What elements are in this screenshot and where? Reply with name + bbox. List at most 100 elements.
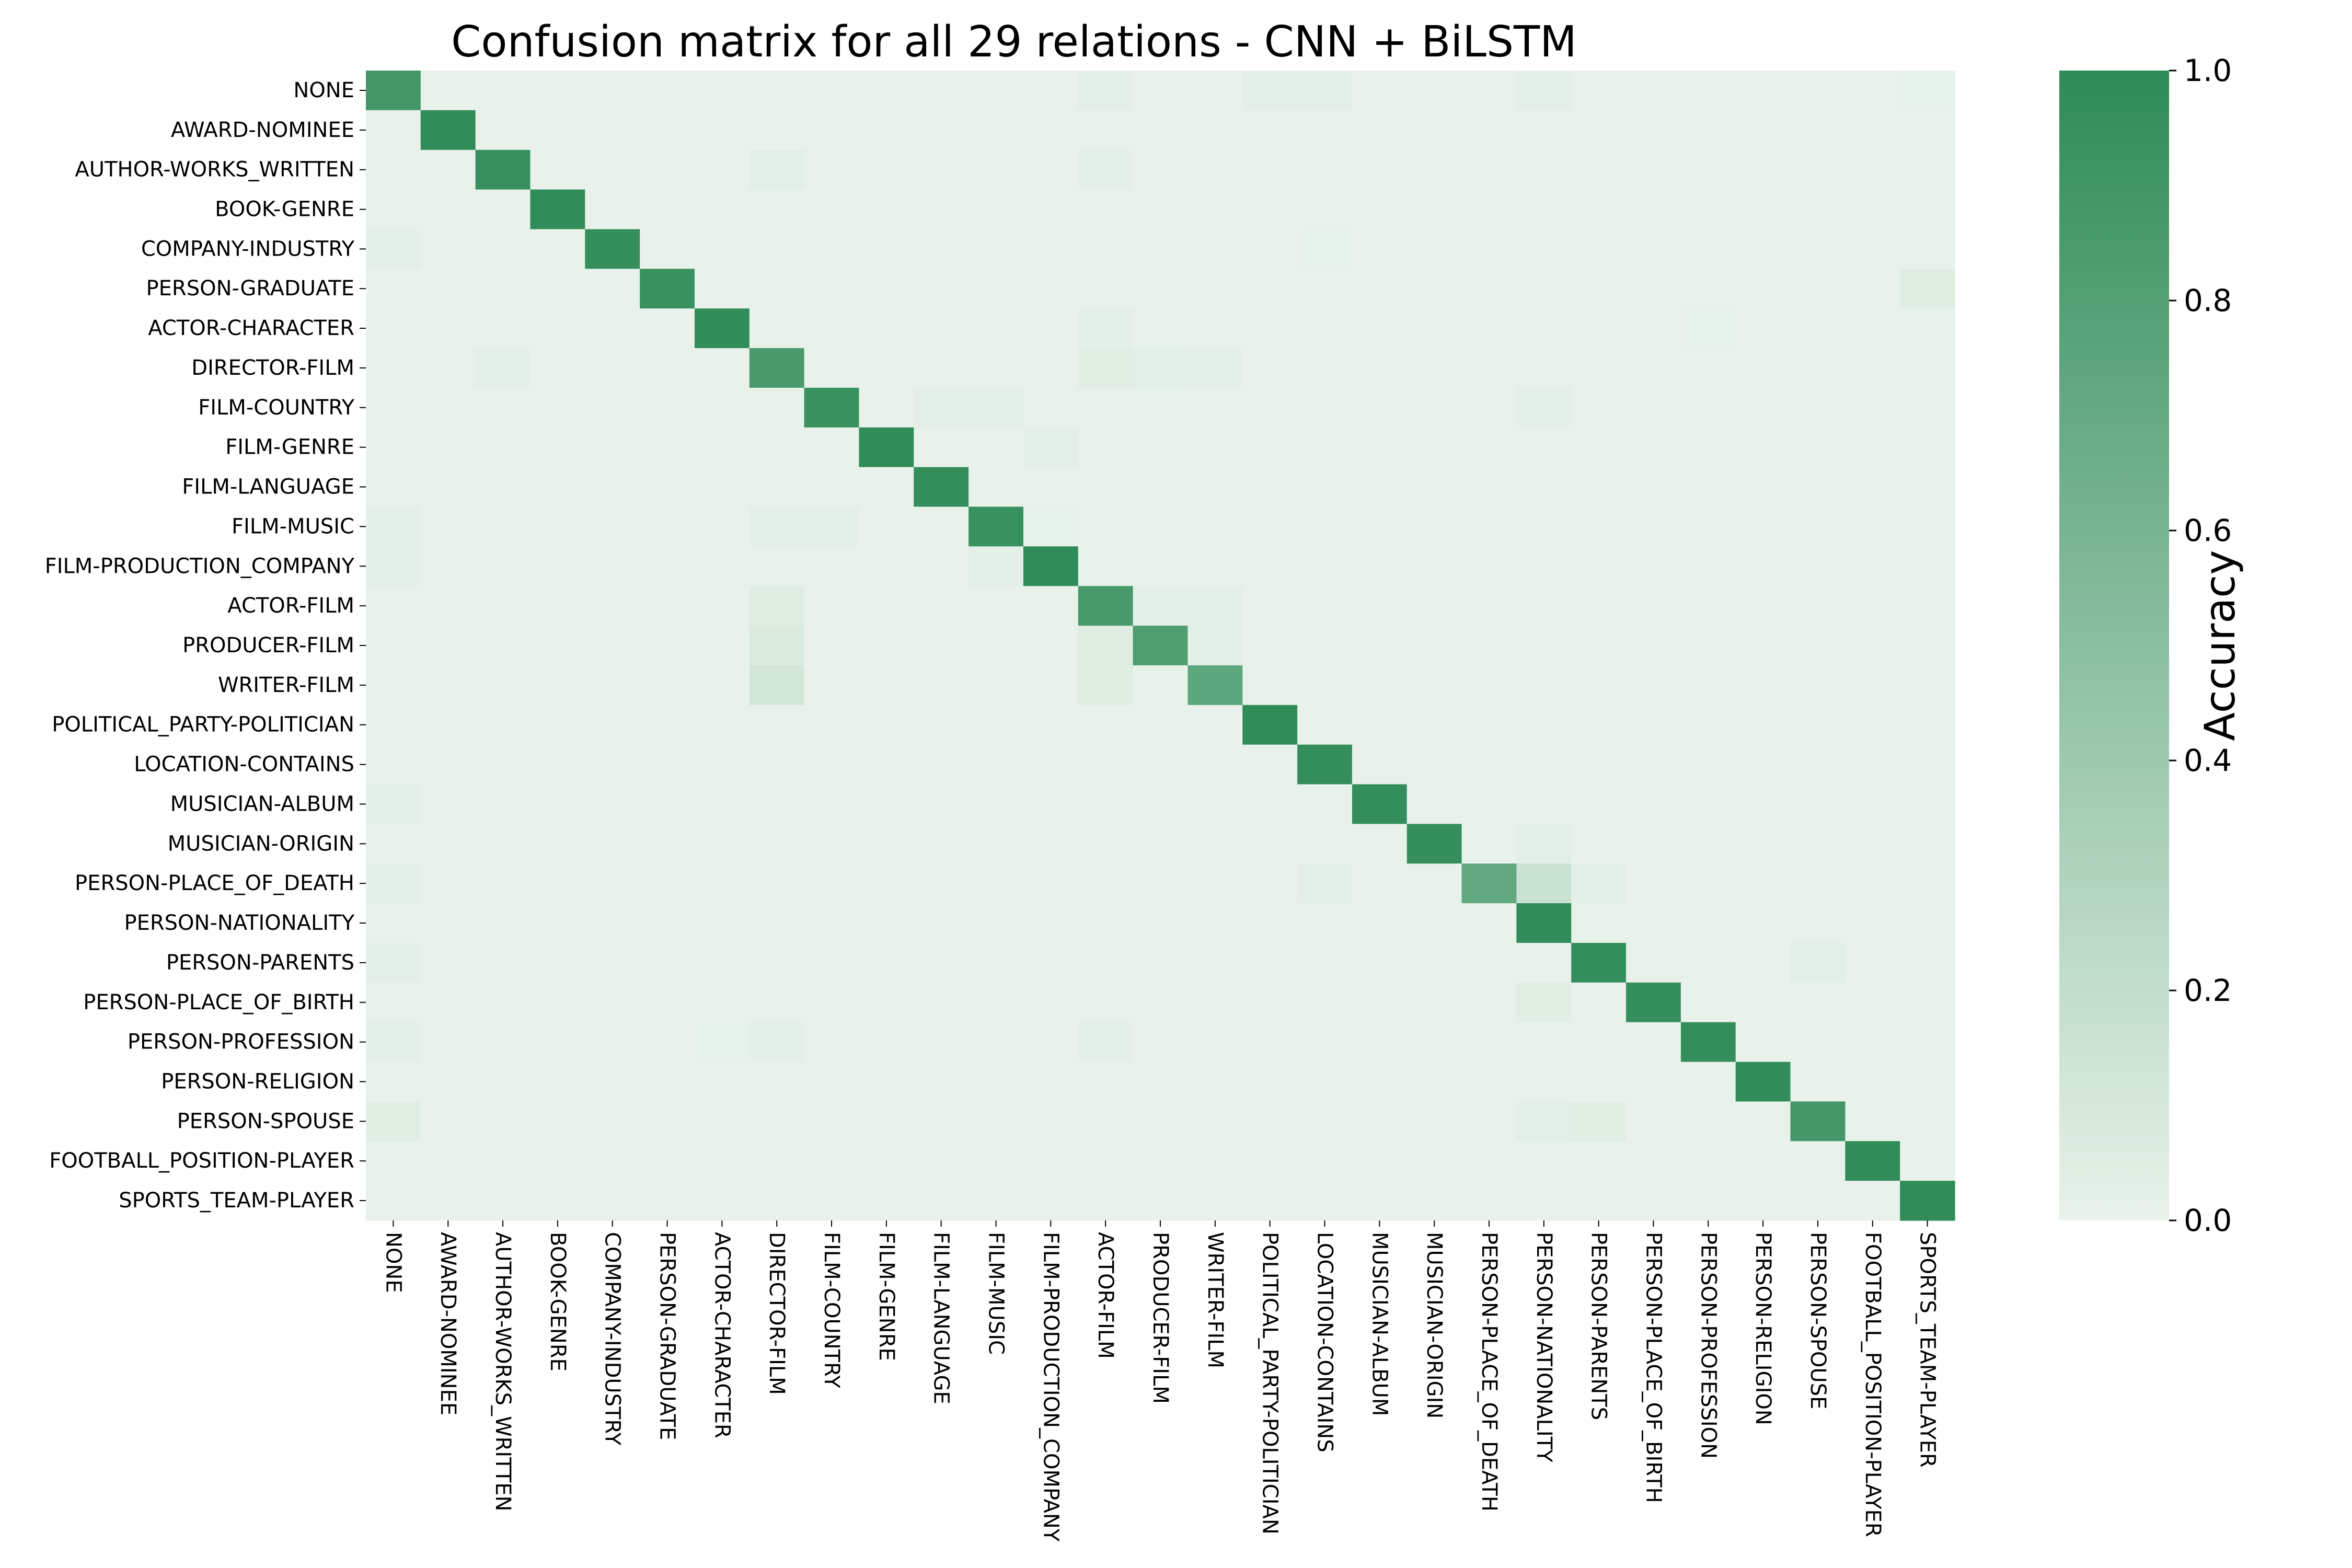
heatmap-cell [1571,71,1627,111]
heatmap-cell [1242,626,1298,666]
x-tick-label: ACTOR-CHARACTER [710,1232,734,1438]
heatmap-cell [1680,1101,1736,1142]
heatmap-cell [969,387,1024,428]
heatmap-cell [1352,665,1408,706]
heatmap-cell [1571,546,1627,586]
heatmap-cell [1297,626,1353,666]
heatmap-cell [530,506,585,547]
heatmap-cell [475,705,531,745]
heatmap-cell [1735,269,1791,309]
heatmap-cell [804,71,860,111]
heatmap-cell [1242,348,1298,388]
heatmap-cell [804,1022,860,1063]
heatmap-cell [1516,269,1572,309]
heatmap-cell [969,1062,1024,1102]
heatmap-cell [1023,1141,1079,1181]
heatmap-cell [1078,626,1134,666]
heatmap-cell [366,586,421,626]
heatmap-cell [1187,1181,1243,1221]
heatmap-cell [1900,1101,1955,1142]
heatmap-cell [1680,506,1736,547]
heatmap-cell [475,665,531,706]
heatmap-cell [640,705,695,745]
heatmap-cell [694,149,750,190]
heatmap-cell [1900,269,1955,309]
heatmap-cell [914,467,969,508]
x-tick-label: DIRECTOR-FILM [765,1232,789,1395]
heatmap-cell [1352,744,1408,785]
heatmap-cell [585,427,640,468]
heatmap-cell [1242,744,1298,785]
heatmap-cell [1626,506,1681,547]
heatmap-cell [1516,744,1572,785]
heatmap-cell [1242,189,1298,230]
heatmap-cell [1078,387,1134,428]
heatmap-cell [1078,942,1134,983]
y-tick-label: PERSON-NATIONALITY [124,911,354,935]
heatmap-cell [1461,665,1517,706]
x-tick-label: WRITER-FILM [1203,1232,1227,1368]
heatmap-cell [1790,863,1846,904]
heatmap-cell [1461,586,1517,626]
heatmap-cell [1626,1141,1681,1181]
heatmap-cell [640,1101,695,1142]
heatmap-cell [1352,506,1408,547]
heatmap-cell [1845,269,1900,309]
heatmap-cell [1845,546,1900,586]
heatmap-cell [1461,705,1517,745]
heatmap-cell [694,982,750,1023]
heatmap-cell [530,229,585,269]
heatmap-cell [1571,982,1627,1023]
heatmap-cell [1900,1062,1955,1102]
x-tick-label: PERSON-NATIONALITY [1532,1232,1556,1462]
heatmap-cell [969,744,1024,785]
heatmap-cell [1352,308,1408,349]
heatmap-cell [1571,903,1627,943]
heatmap-cell [1352,467,1408,508]
colorbar-gradient [2059,71,2169,1220]
heatmap-cell [1626,824,1681,864]
heatmap-cell [969,665,1024,706]
heatmap-cell [1352,189,1408,230]
heatmap-cell [1023,824,1079,864]
heatmap-cell [694,784,750,824]
heatmap-cell [694,387,750,428]
y-axis: NONE AWARD-NOMINEE AUTHOR-WORKS_WRITTEN BOO… [45,78,366,1213]
heatmap-cell [859,1141,914,1181]
heatmap-cell [585,467,640,508]
heatmap-cell [530,1062,585,1102]
heatmap-cell [1790,586,1846,626]
heatmap-cell [1406,71,1462,111]
heatmap-cell [1187,784,1243,824]
heatmap-cell [475,1022,531,1063]
heatmap-cell [1735,784,1791,824]
heatmap-cell [969,626,1024,666]
heatmap-cell [859,308,914,349]
heatmap-cell [969,467,1024,508]
y-tick-label: LOCATION-CONTAINS [134,753,354,777]
heatmap-cell [969,546,1024,586]
heatmap-cell [1406,903,1462,943]
heatmap-cell [420,308,476,349]
heatmap-cell [1352,903,1408,943]
heatmap-cell [1735,903,1791,943]
y-tick-label: PERSON-PARENTS [166,951,354,975]
heatmap-cell [694,546,750,586]
heatmap-cell [1352,269,1408,309]
heatmap-cell [1133,626,1189,666]
heatmap-cell [530,705,585,745]
heatmap-cell [1078,784,1134,824]
heatmap-cell [1297,189,1353,230]
heatmap-cell [1133,189,1189,230]
heatmap-cell [420,348,476,388]
heatmap-cell [1790,1141,1846,1181]
heatmap-cell [1680,824,1736,864]
heatmap-cell [1242,1141,1298,1181]
heatmap-cell [1626,586,1681,626]
heatmap-cell [1900,506,1955,547]
heatmap-cell [1242,665,1298,706]
heatmap-cell [1461,1181,1517,1221]
heatmap-cell [1352,982,1408,1023]
heatmap-cell [1242,229,1298,269]
heatmap-cell [1790,467,1846,508]
